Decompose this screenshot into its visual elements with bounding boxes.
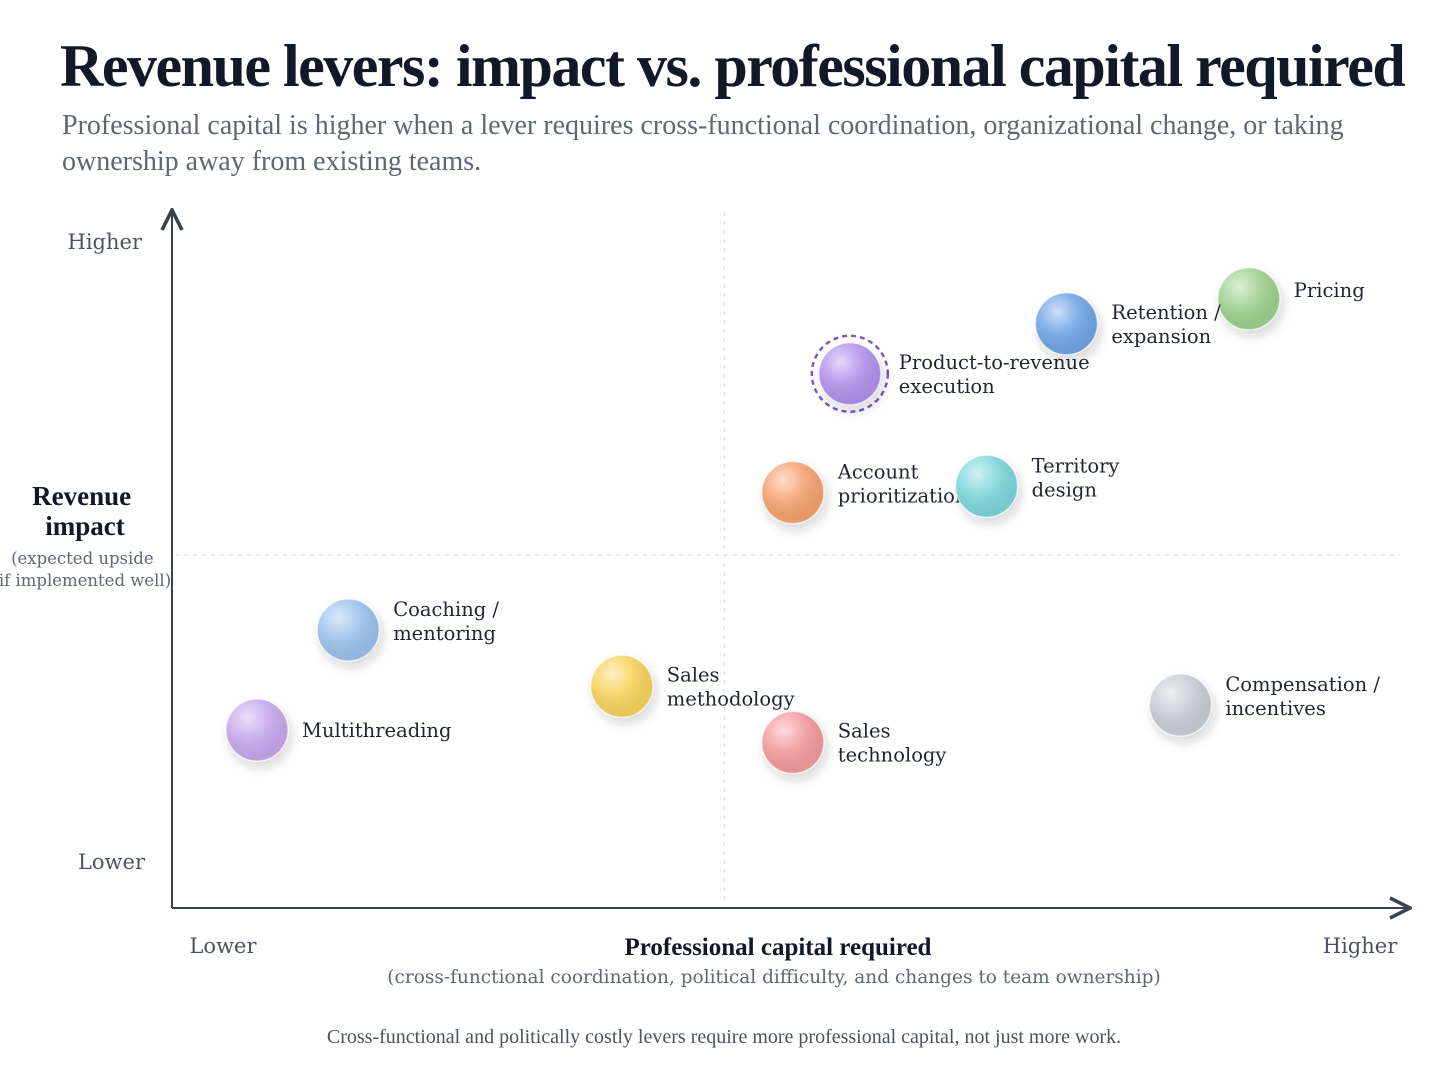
- point-marker-gloss: [317, 599, 380, 661]
- points-layer: Pricing Retention / expansion Product-to-re…: [225, 267, 1380, 775]
- point-label: Pricing: [1294, 279, 1365, 302]
- x-axis-title: Professional capital required: [625, 934, 932, 961]
- y-axis-subtitle-line: (expected upside: [11, 549, 154, 568]
- point-label: Multithreading: [302, 719, 451, 742]
- point-label: Account prioritization: [837, 461, 968, 508]
- point-label: Product-to-revenue execution: [899, 351, 1090, 398]
- point-label-line: technology: [838, 744, 947, 767]
- point-marker-gloss: [818, 342, 881, 405]
- point-sales-methodology: Sales methodology: [590, 654, 795, 718]
- point-sales-technology: Sales technology: [761, 710, 947, 775]
- point-account-prioritization: Account prioritization: [761, 461, 968, 525]
- point-territory-design: Territory design: [954, 454, 1120, 518]
- highlight-ring: [810, 334, 889, 413]
- point-label-line: Pricing: [1294, 279, 1365, 302]
- point-label-line: design: [1032, 478, 1098, 501]
- point-label-line: Coaching /: [393, 598, 499, 621]
- point-compensation-incentives: Compensation / incentives: [1148, 673, 1380, 737]
- point-label-line: incentives: [1225, 697, 1325, 720]
- point-retention-expansion: Retention / expansion: [1034, 292, 1221, 356]
- point-coaching-mentoring: Coaching / mentoring: [316, 598, 499, 662]
- point-label-line: prioritization: [838, 485, 968, 508]
- x-high-label: Higher: [1323, 934, 1398, 958]
- point-label: Territory design: [1032, 454, 1120, 501]
- y-high-label: Higher: [68, 230, 143, 254]
- y-axis-subtitle-line: if implemented well): [0, 571, 171, 590]
- point-label-line: Account: [837, 461, 919, 484]
- point-label: Retention / expansion: [1111, 301, 1221, 348]
- point-label-line: execution: [899, 375, 995, 398]
- point-label-line: Territory: [1032, 454, 1120, 477]
- point-label: Sales methodology: [667, 663, 795, 710]
- point-label-line: Multithreading: [302, 719, 451, 742]
- point-label-line: methodology: [667, 687, 795, 710]
- x-low-label: Lower: [189, 934, 257, 958]
- x-axis-subtitle: (cross-functional coordination, politica…: [387, 967, 1160, 988]
- point-label-line: Sales: [667, 663, 720, 686]
- y-axis-title: Revenue impact: [32, 481, 138, 541]
- point-label-line: mentoring: [393, 622, 496, 645]
- point-marker-gloss: [761, 461, 824, 524]
- point-marker-gloss: [226, 699, 288, 761]
- point-marker-gloss: [761, 711, 824, 774]
- chart-title: Revenue levers: impact vs. professional …: [60, 33, 1406, 99]
- point-label: Coaching / mentoring: [393, 598, 499, 645]
- point-label-line: Sales: [838, 720, 891, 743]
- point-marker-gloss: [590, 655, 653, 718]
- point-marker-gloss: [1149, 674, 1212, 736]
- chart-subtitle: Professional capital is higher when a le…: [62, 110, 1344, 177]
- point-label: Compensation / incentives: [1225, 673, 1380, 720]
- point-pricing: Pricing: [1217, 267, 1365, 331]
- y-axis-title-line: Revenue: [32, 481, 131, 511]
- point-marker-gloss: [1217, 267, 1280, 330]
- y-axis-subtitle: (expected upside if implemented well): [0, 549, 171, 590]
- y-low-label: Lower: [78, 850, 146, 874]
- point-label: Sales technology: [838, 720, 947, 767]
- point-multithreading: Multithreading: [225, 698, 451, 762]
- point-marker-gloss: [955, 455, 1018, 518]
- point-label-line: Product-to-revenue: [899, 351, 1090, 374]
- point-label-line: Compensation /: [1225, 673, 1380, 696]
- point-product-to-revenue-execution: Product-to-revenue execution: [810, 334, 1090, 413]
- point-label-line: Retention /: [1111, 301, 1221, 324]
- y-axis-title-line: impact: [45, 511, 124, 541]
- point-marker-gloss: [1035, 292, 1098, 355]
- chart-footnote: Cross-functional and politically costly …: [326, 1026, 1122, 1048]
- point-label-line: expansion: [1111, 325, 1211, 348]
